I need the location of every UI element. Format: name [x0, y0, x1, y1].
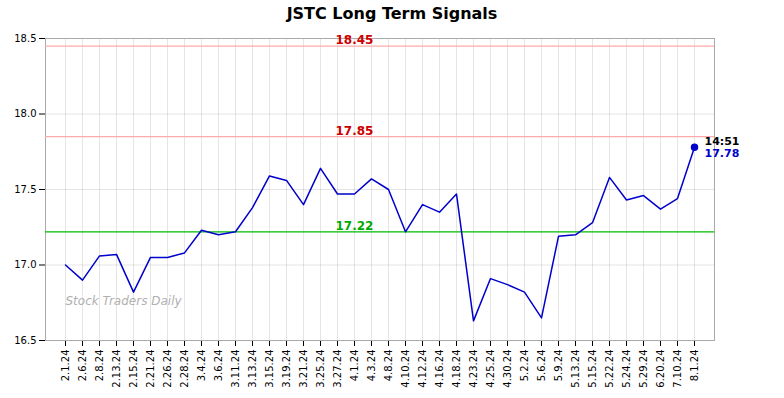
svg-text:5.24.24: 5.24.24 [621, 350, 632, 388]
svg-text:3.6.24: 3.6.24 [213, 350, 224, 382]
svg-text:17.0: 17.0 [14, 259, 36, 270]
svg-text:18.5: 18.5 [14, 33, 36, 44]
svg-text:2.6.24: 2.6.24 [77, 350, 88, 382]
svg-text:5.9.24: 5.9.24 [553, 350, 564, 382]
svg-text:4.30.24: 4.30.24 [502, 350, 513, 388]
svg-text:Stock Traders Daily: Stock Traders Daily [66, 294, 183, 308]
svg-text:4.18.24: 4.18.24 [451, 350, 462, 388]
svg-text:5.22.24: 5.22.24 [604, 350, 615, 388]
svg-text:3.19.24: 3.19.24 [281, 350, 292, 388]
svg-text:3.4.24: 3.4.24 [196, 350, 207, 382]
svg-text:4.8.24: 4.8.24 [383, 350, 394, 382]
svg-text:3.27.24: 3.27.24 [332, 350, 343, 388]
svg-text:18.45: 18.45 [336, 33, 374, 47]
svg-text:2.26.24: 2.26.24 [162, 350, 173, 388]
svg-text:16.5: 16.5 [14, 335, 36, 346]
svg-text:14:51: 14:51 [704, 135, 740, 149]
svg-text:17.78: 17.78 [705, 147, 740, 160]
svg-text:7.10.24: 7.10.24 [672, 350, 683, 388]
svg-text:6.20.24: 6.20.24 [655, 350, 666, 388]
svg-text:5.29.24: 5.29.24 [638, 350, 649, 388]
svg-text:3.11.24: 3.11.24 [230, 350, 241, 388]
svg-text:2.28.24: 2.28.24 [179, 350, 190, 388]
svg-text:5.2.24: 5.2.24 [519, 350, 530, 382]
svg-text:4.10.24: 4.10.24 [400, 350, 411, 388]
svg-text:3.25.24: 3.25.24 [315, 350, 326, 388]
svg-text:5.6.24: 5.6.24 [536, 350, 547, 382]
svg-text:17.85: 17.85 [336, 124, 374, 138]
svg-text:18.0: 18.0 [14, 108, 36, 119]
svg-text:3.21.24: 3.21.24 [298, 350, 309, 388]
svg-text:8.1.24: 8.1.24 [689, 350, 700, 382]
svg-text:2.13.24: 2.13.24 [111, 350, 122, 388]
svg-text:3.15.24: 3.15.24 [264, 350, 275, 388]
html-text:JSTC Long Term Signals: JSTC Long Term Signals [286, 4, 498, 23]
svg-text:5.15.24: 5.15.24 [587, 350, 598, 388]
svg-text:4.12.24: 4.12.24 [417, 350, 428, 388]
svg-text:2.8.24: 2.8.24 [94, 350, 105, 382]
svg-text:4.3.24: 4.3.24 [366, 350, 377, 382]
svg-text:4.23.24: 4.23.24 [468, 350, 479, 388]
svg-text:17.22: 17.22 [336, 219, 374, 233]
svg-text:3.13.24: 3.13.24 [247, 350, 258, 388]
svg-text:5.13.24: 5.13.24 [570, 350, 581, 388]
svg-text:2.21.24: 2.21.24 [145, 350, 156, 388]
svg-text:2.1.24: 2.1.24 [60, 350, 71, 382]
svg-text:4.16.24: 4.16.24 [434, 350, 445, 388]
svg-text:17.5: 17.5 [14, 184, 36, 195]
svg-text:4.25.24: 4.25.24 [485, 350, 496, 388]
svg-text:4.1.24: 4.1.24 [349, 350, 360, 382]
svg-text:2.15.24: 2.15.24 [128, 350, 139, 388]
